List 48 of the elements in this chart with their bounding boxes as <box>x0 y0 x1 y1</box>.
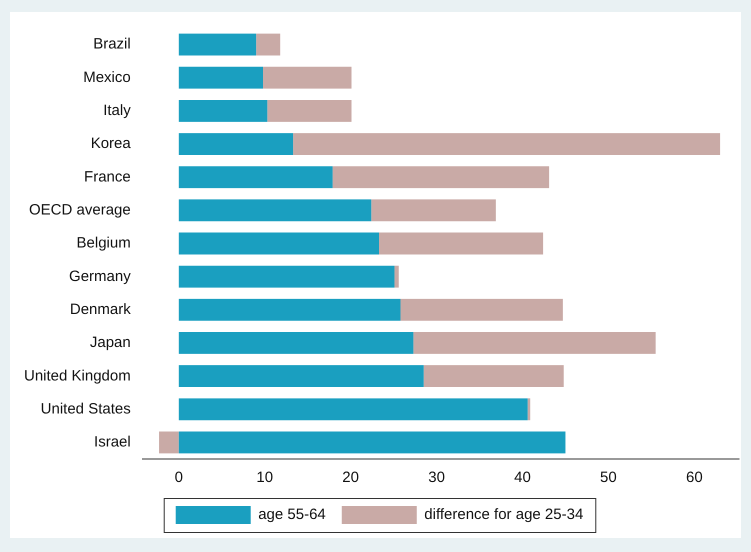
y-tick-label: Italy <box>103 102 132 120</box>
bar <box>400 298 563 321</box>
bar <box>178 100 268 122</box>
bar <box>413 332 656 354</box>
bar <box>379 232 544 254</box>
bar <box>178 34 256 56</box>
bar <box>178 266 394 288</box>
bar <box>263 66 352 89</box>
bar <box>293 133 720 155</box>
y-tick-label: United Kingdom <box>24 367 131 384</box>
bar <box>332 166 550 188</box>
bar <box>178 298 400 321</box>
y-tick-label: Belgium <box>76 234 131 252</box>
legend-label: difference for age 25-34 <box>424 506 584 524</box>
y-tick-label: Denmark <box>70 300 132 318</box>
y-tick-label: Mexico <box>83 68 131 86</box>
bar <box>394 266 399 288</box>
bar <box>178 133 294 155</box>
bar <box>528 398 530 420</box>
y-tick-label: Israel <box>94 434 131 451</box>
bar <box>159 431 179 454</box>
x-tick-label: 60 <box>686 469 703 486</box>
x-tick-label: 20 <box>342 469 359 486</box>
y-tick-label: United States <box>40 400 131 418</box>
bar <box>371 199 496 222</box>
bar <box>178 365 424 388</box>
legend-label: age 55-64 <box>258 506 326 524</box>
x-tick-label: 40 <box>514 469 531 486</box>
bar <box>178 199 372 222</box>
y-tick-label: Japan <box>90 334 131 352</box>
bar <box>178 332 414 354</box>
y-tick-label: Germany <box>69 268 132 285</box>
y-tick-label: OECD average <box>29 201 131 218</box>
bar <box>178 398 528 420</box>
y-tick-label: Korea <box>90 135 132 152</box>
bar <box>256 34 280 56</box>
bar <box>178 232 380 254</box>
y-tick-label: France <box>84 168 131 186</box>
x-tick-label: 30 <box>428 469 445 486</box>
x-tick-label: 50 <box>600 469 617 486</box>
bar <box>267 100 352 122</box>
bar <box>178 66 264 89</box>
x-tick-label: 10 <box>256 469 274 486</box>
y-tick-label: Brazil <box>93 36 131 53</box>
bar <box>178 166 333 188</box>
x-tick-label: 0 <box>174 469 183 486</box>
bar <box>424 365 564 388</box>
bar <box>178 431 566 454</box>
